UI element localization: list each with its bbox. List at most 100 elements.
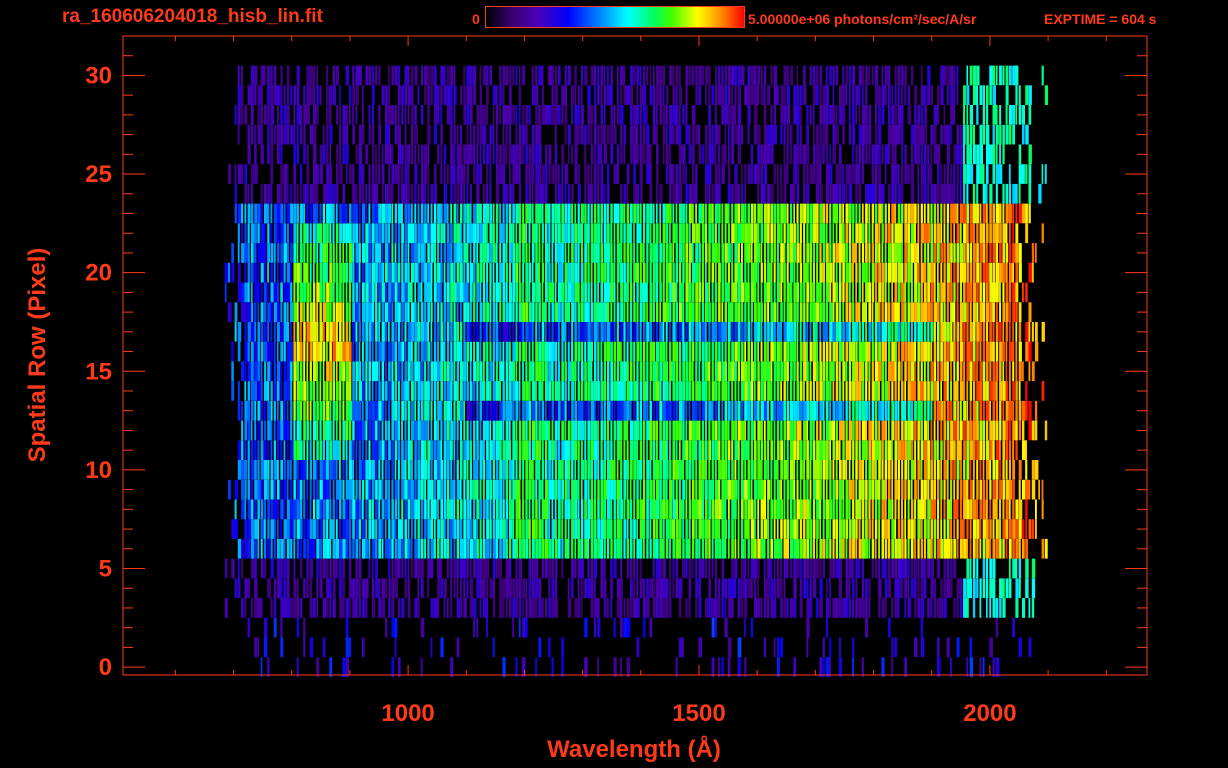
heatmap-cell (711, 657, 715, 677)
heatmap-cell (237, 223, 240, 244)
heatmap-cell (397, 381, 400, 401)
heatmap-cell (891, 598, 894, 618)
heatmap-cell (257, 282, 260, 303)
heatmap-cell (404, 361, 408, 382)
heatmap-cell (502, 322, 506, 342)
heatmap-cell (584, 322, 588, 342)
heatmap-cell (701, 499, 704, 520)
heatmap-cell (675, 381, 679, 401)
heatmap-cell (443, 598, 446, 618)
heatmap-cell (626, 598, 630, 618)
heatmap-cell (597, 617, 601, 638)
heatmap-cell (737, 499, 740, 520)
heatmap-cell (943, 282, 946, 303)
heatmap-cell (247, 243, 250, 263)
heatmap-cell (773, 361, 777, 382)
heatmap-cell (417, 558, 421, 579)
heatmap-cell (868, 538, 871, 559)
heatmap-cell (610, 440, 613, 460)
heatmap-cell (865, 617, 869, 638)
heatmap-cell (747, 538, 750, 559)
heatmap-cell (793, 558, 797, 579)
heatmap-cell (502, 519, 506, 539)
heatmap-cell (531, 203, 534, 224)
heatmap-cell (665, 499, 669, 520)
heatmap-cell (244, 420, 248, 441)
heatmap-cell (786, 479, 790, 500)
heatmap-cell (345, 617, 349, 638)
heatmap-cell (910, 400, 914, 421)
heatmap-cell (904, 578, 907, 599)
heatmap-cell (969, 381, 972, 401)
heatmap-cell (456, 420, 459, 441)
heatmap-cell (404, 223, 408, 244)
heatmap-cell (329, 479, 331, 500)
heatmap-cell (404, 578, 407, 599)
heatmap-cell (901, 361, 903, 382)
heatmap-cell (254, 282, 258, 303)
heatmap-cell (339, 341, 343, 362)
heatmap-cell (858, 400, 862, 421)
heatmap-cell (443, 203, 447, 224)
heatmap-cell (1008, 479, 1013, 500)
heatmap-cell (790, 381, 793, 401)
heatmap-cell (319, 519, 322, 539)
heatmap-cell (714, 223, 717, 244)
heatmap-cell (375, 420, 378, 441)
heatmap-cell (763, 558, 766, 579)
heatmap-cell (992, 598, 996, 618)
heatmap-cell (848, 243, 852, 263)
heatmap-cell (643, 460, 645, 480)
heatmap-cell (316, 499, 320, 520)
heatmap-cell (241, 460, 245, 480)
heatmap-cell (754, 400, 758, 421)
heatmap-cell (969, 479, 974, 500)
heatmap-cell (976, 361, 978, 382)
heatmap-cell (744, 420, 746, 441)
heatmap-cell (1008, 400, 1013, 421)
heatmap-cell (381, 341, 385, 362)
heatmap-cell (790, 538, 794, 559)
heatmap-cell (675, 361, 679, 382)
heatmap-cell (920, 262, 924, 283)
heatmap-cell (231, 519, 235, 539)
heatmap-cell (822, 440, 826, 460)
heatmap-cell (623, 538, 626, 559)
heatmap-cell (433, 341, 437, 362)
heatmap-cell (554, 538, 558, 559)
heatmap-cell (750, 223, 754, 244)
heatmap-cell (286, 243, 289, 263)
heatmap-cell (270, 440, 273, 460)
heatmap-cell (711, 538, 714, 559)
heatmap-cell (489, 282, 492, 303)
heatmap-cell (571, 499, 575, 520)
heatmap-cell (545, 243, 548, 263)
heatmap-cell (767, 460, 770, 480)
heatmap-cell (257, 499, 260, 520)
heatmap-cell (1022, 400, 1026, 421)
heatmap-cell (414, 598, 418, 618)
heatmap-cell (620, 322, 624, 342)
heatmap-cell (463, 578, 466, 599)
heatmap-cell (273, 538, 276, 559)
heatmap-cell (956, 322, 960, 342)
heatmap-cell (381, 519, 384, 539)
heatmap-cell (773, 499, 777, 520)
heatmap-cell (646, 223, 650, 244)
heatmap-cell (277, 203, 281, 224)
heatmap-cell (835, 243, 840, 263)
heatmap-cell (446, 538, 450, 559)
heatmap-cell (316, 578, 319, 599)
heatmap-cell (829, 440, 831, 460)
heatmap-cell (979, 657, 982, 677)
heatmap-cell (682, 479, 685, 500)
heatmap-cell (407, 558, 410, 579)
heatmap-cell (747, 499, 751, 520)
heatmap-cell (665, 322, 668, 342)
heatmap-cell (538, 538, 542, 559)
heatmap-cell (512, 499, 515, 520)
heatmap-cell (816, 262, 818, 283)
heatmap-cell (525, 361, 528, 382)
heatmap-cell (535, 657, 537, 677)
heatmap-cell (933, 499, 936, 520)
